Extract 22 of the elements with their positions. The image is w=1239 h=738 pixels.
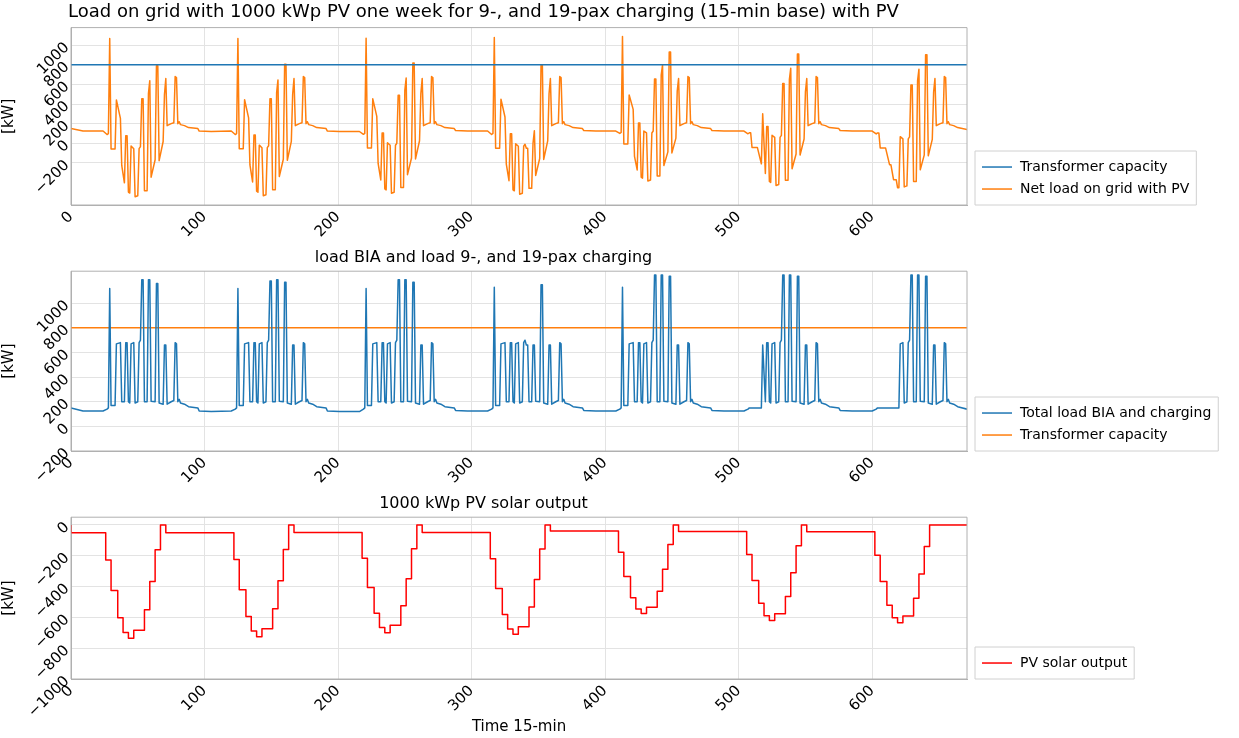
legend-label: Transformer capacity — [1019, 425, 1168, 442]
x-tick-label: 600 — [844, 453, 878, 487]
x-tick-label: 100 — [177, 681, 211, 715]
chart-title: 1000 kWp PV solar output — [379, 492, 588, 512]
x-tick-label: 400 — [577, 681, 611, 715]
legend-label: Total load BIA and charging — [1019, 403, 1212, 420]
x-tick-label: 400 — [577, 453, 611, 487]
chart-title: Load on grid with 1000 kWp PV one week for 9-, and 19-pax charging (15-min base) with PV — [68, 0, 900, 22]
y-tick-label: 0 — [53, 517, 73, 538]
y-axis-title: [kW] — [0, 580, 17, 616]
chart-title: load BIA and load 9-, and 19-pax charging — [314, 246, 653, 266]
x-tick-label: 600 — [844, 681, 878, 715]
x-tick-label: 100 — [177, 453, 211, 487]
y-axis-title: [kW] — [0, 98, 17, 134]
legend-label: Net load on grid with PV — [1020, 179, 1190, 196]
legend-label: PV solar output — [1020, 653, 1128, 670]
x-tick-label: 400 — [577, 207, 611, 241]
legend-label: Transformer capacity — [1019, 157, 1168, 174]
x-tick-label: 100 — [177, 207, 211, 241]
y-axis-title: [kW] — [0, 343, 17, 379]
x-axis-title: Time 15-min — [470, 716, 567, 735]
x-tick-label: 600 — [844, 207, 878, 241]
